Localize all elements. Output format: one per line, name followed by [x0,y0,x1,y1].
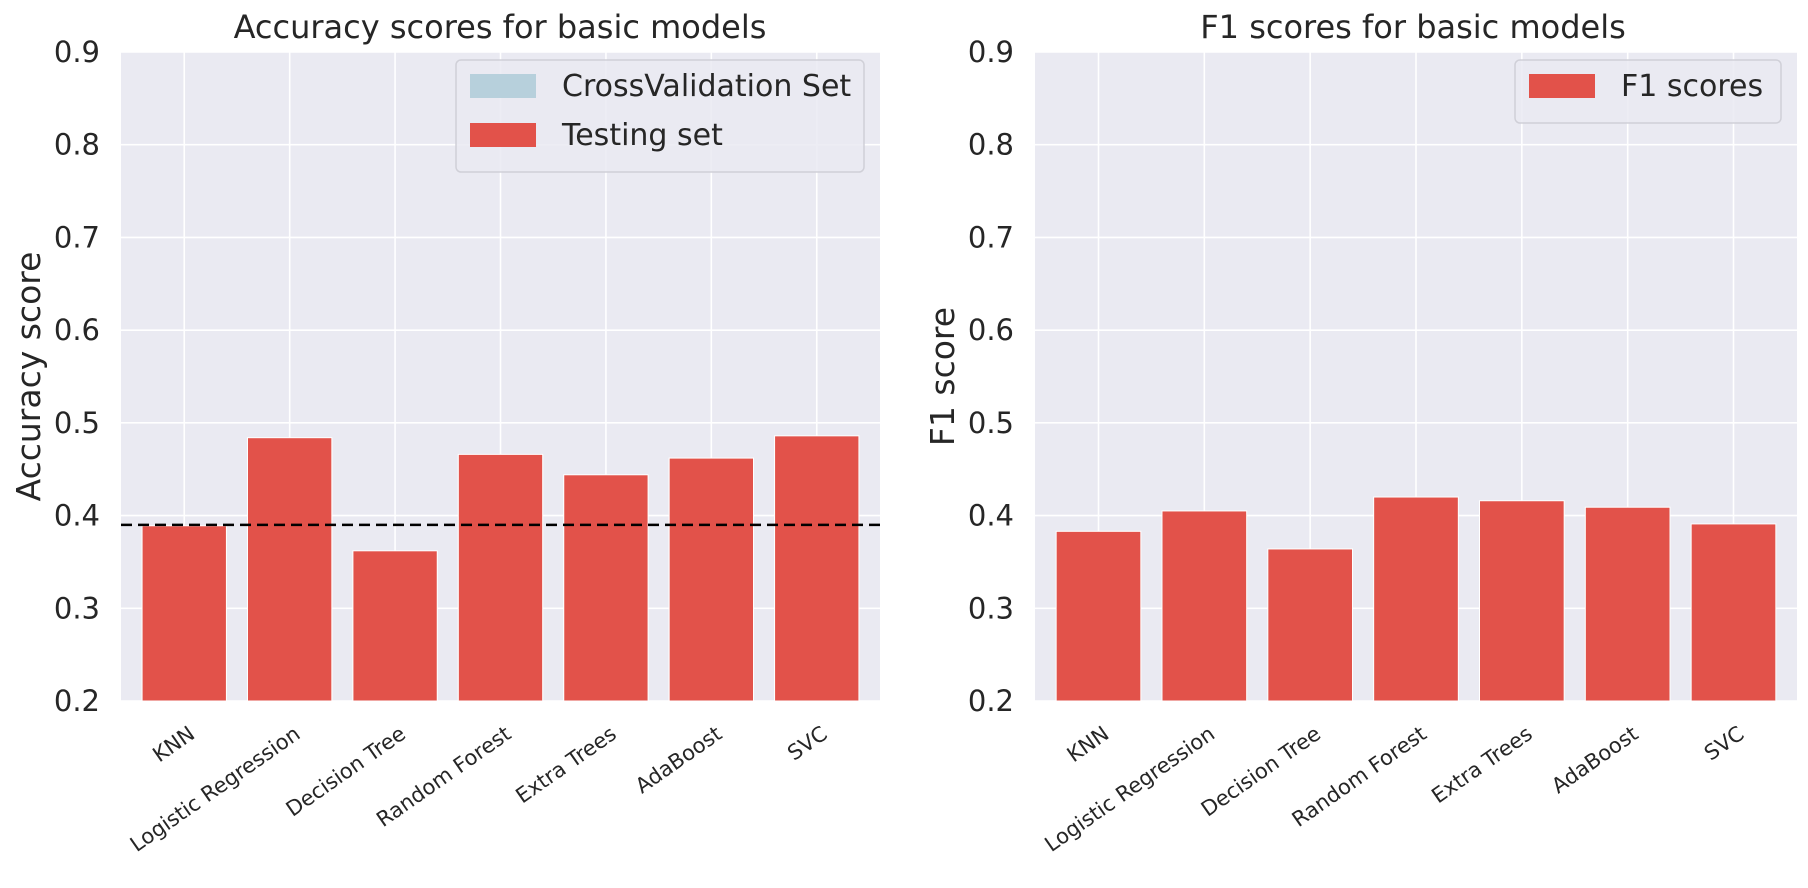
y-tick-label: 0.5 [968,406,1014,440]
bar-2-7 [774,435,860,702]
y-tick-label: 0.9 [54,35,100,69]
legend-swatch [470,74,536,98]
bar-1-6 [1584,506,1671,702]
legend-label: CrossValidation Set [562,69,851,104]
y-tick-label: 0.6 [54,313,100,347]
legend: F1 scores [1514,59,1782,124]
y-axis-label: F1 score [923,307,962,446]
x-tick-label: Extra Trees [511,721,620,808]
x-tick-label: SVC [1700,721,1748,765]
x-tick-label: AdaBoost [1547,721,1642,798]
legend: CrossValidation Set Testing set [455,59,865,173]
bar-2-1 [141,525,227,702]
x-tick-label: AdaBoost [631,721,726,798]
legend-label: Testing set [561,118,723,153]
bar-1-2 [1161,510,1248,702]
bar-2-2 [247,437,333,702]
x-tick-label: KNN [1063,721,1114,767]
bar-1-7 [1690,523,1777,702]
legend-swatch [1529,74,1595,98]
y-tick-label: 0.2 [968,684,1014,718]
y-tick-label: 0.7 [968,220,1014,254]
bar-2-6 [668,457,755,702]
y-axis-label: Accuracy score [9,252,48,502]
y-tick-label: 0.3 [968,591,1014,625]
chart-title: F1 scores for basic models [1200,8,1626,46]
legend-label: F1 scores [1621,69,1763,104]
y-tick-label: 0.2 [54,684,100,718]
bar-2-5 [563,474,649,702]
y-tick-label: 0.4 [54,499,100,533]
x-tick-label: Logistic Regression [1040,721,1219,856]
bar-1-4 [1373,496,1459,702]
x-tick-label: Extra Trees [1427,721,1536,808]
x-tick-label: SVC [783,721,831,765]
x-tick-label: Logistic Regression [126,721,305,856]
bar-1-3 [1267,548,1354,702]
x-tick-label: KNN [148,721,199,767]
legend-swatch [470,123,536,147]
bar-1-1 [1055,530,1142,702]
y-tick-label: 0.4 [968,499,1014,533]
bar-2-3 [352,550,438,702]
y-tick-label: 0.7 [54,220,100,254]
y-tick-label: 0.6 [968,313,1014,347]
legend-box [455,59,865,173]
y-tick-label: 0.3 [54,591,100,625]
y-tick-label: 0.8 [968,128,1014,162]
chart-title: Accuracy scores for basic models [234,8,767,46]
bar-2-4 [457,453,544,702]
y-tick-label: 0.9 [968,35,1014,69]
y-tick-label: 0.5 [54,406,100,440]
y-tick-label: 0.8 [54,128,100,162]
bar-1-5 [1479,500,1565,702]
